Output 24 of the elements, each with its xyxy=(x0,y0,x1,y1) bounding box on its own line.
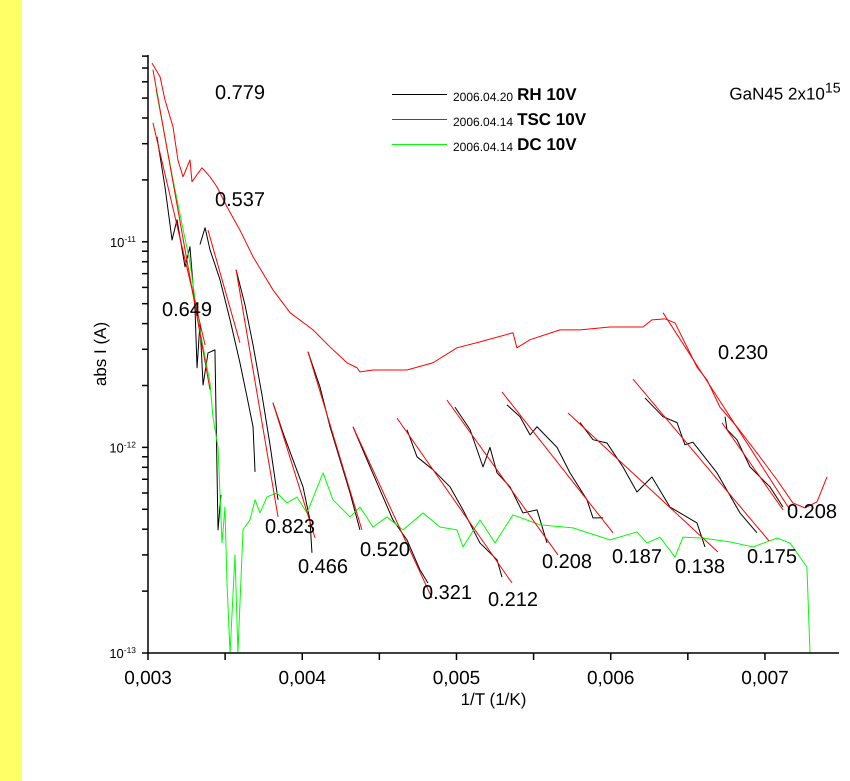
x-tick-label: 0,003 xyxy=(124,668,172,689)
annotation: 0.187 xyxy=(612,546,662,568)
x-tick-label: 0,005 xyxy=(432,668,480,689)
y-tick-label: 10$^{-13}$ xyxy=(109,645,136,661)
x-axis-title: 1/T (1/K) xyxy=(460,690,526,709)
annotation: 0.208 xyxy=(786,501,838,523)
annotation: 0.138 xyxy=(674,556,726,578)
annotation: 0.230 xyxy=(718,342,768,364)
annotation: 0.175 xyxy=(746,546,798,568)
x-tick-label: 0,004 xyxy=(278,668,326,689)
annotation: 0.779 xyxy=(214,82,266,104)
annotation: 0.466 xyxy=(298,556,348,578)
annotation: GaN45 2x10$^{15}$ xyxy=(729,80,841,104)
annotation: 0.208 xyxy=(542,551,592,573)
legend-label: 2006.04.14 TSC 10V xyxy=(453,110,586,130)
y-tick-label: 10$^{-12}$ xyxy=(109,439,136,456)
y-axis-title: abs I (A) xyxy=(91,322,110,386)
legend-label: 2006.04.14 DC 10V xyxy=(453,134,577,154)
annotation: 0.212 xyxy=(488,589,538,611)
y-tick-label: 10$^{-11}$ xyxy=(110,234,136,250)
x-tick-label: 0,006 xyxy=(586,668,634,689)
annotation: 0.520 xyxy=(360,539,410,561)
legend-label: 2006.04.20 RH 10V xyxy=(453,84,577,104)
x-tick-label: 0,007 xyxy=(741,668,789,689)
